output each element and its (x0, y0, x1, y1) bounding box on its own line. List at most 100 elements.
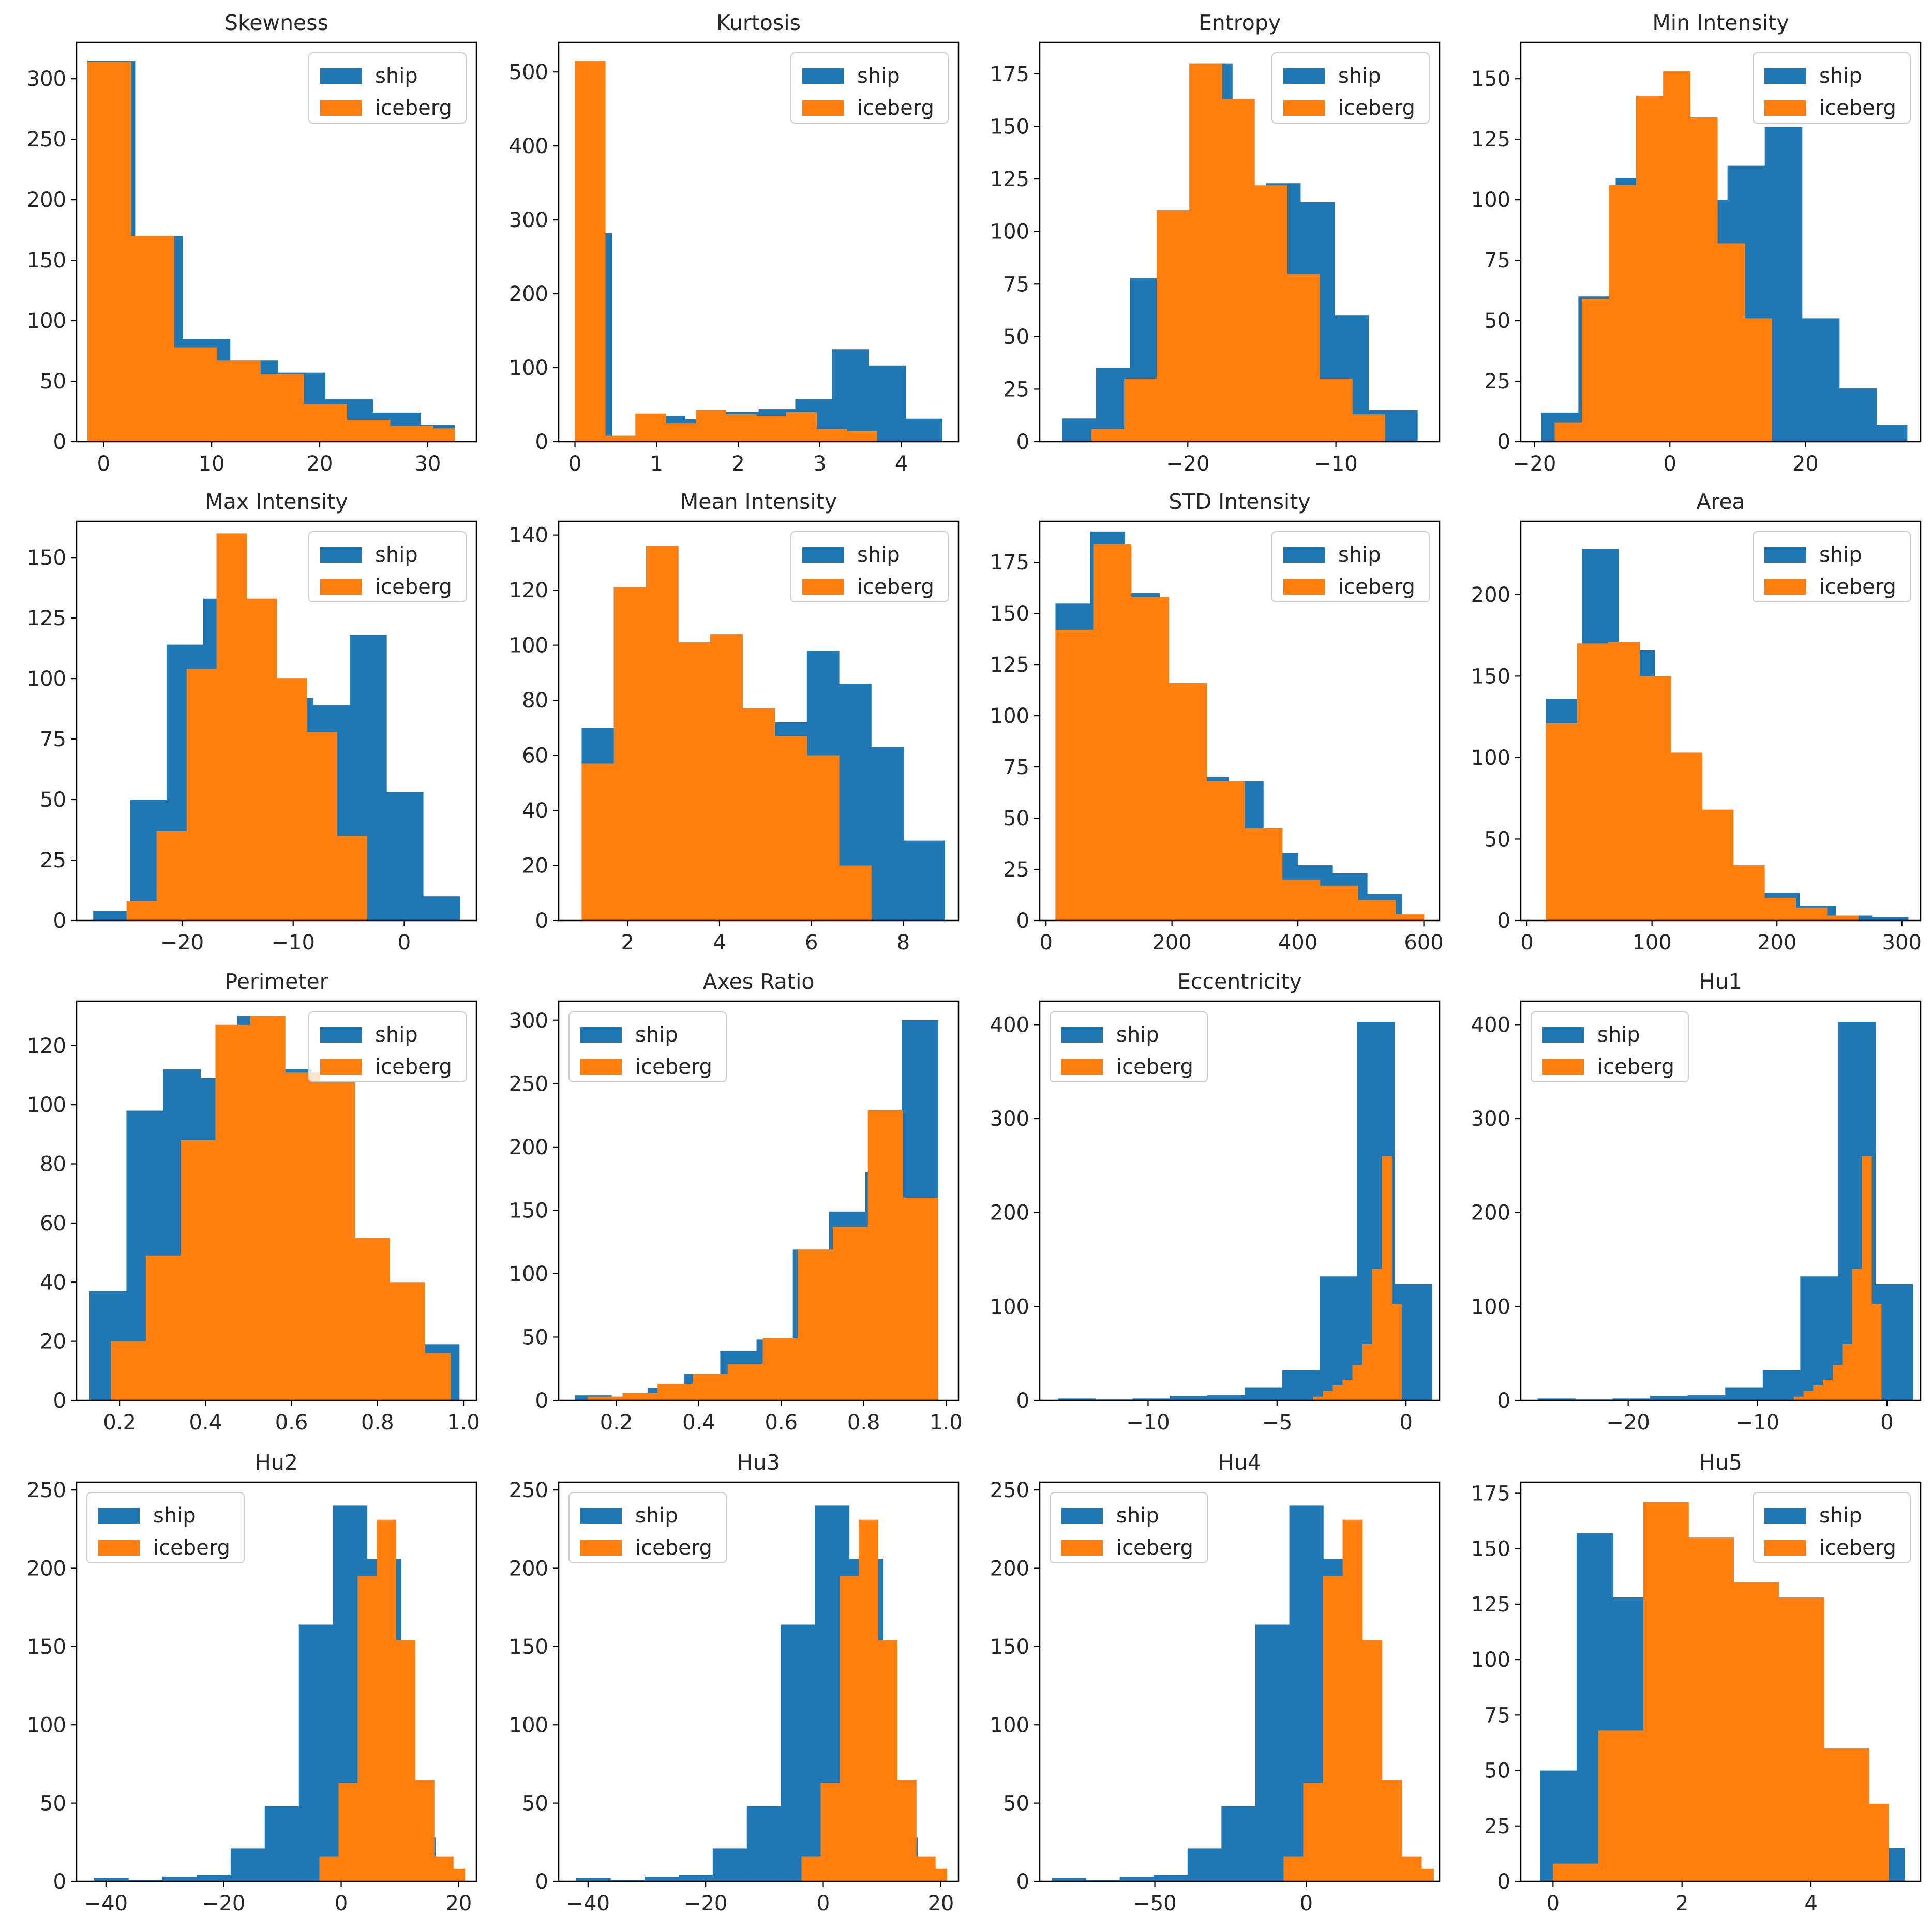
iceberg-bar (1287, 273, 1320, 442)
iceberg-bar (786, 412, 817, 442)
ship-bar (1052, 1878, 1086, 1881)
iceberg-bar (1581, 298, 1609, 442)
y-tick-label: 400 (509, 134, 548, 158)
ship-bar (1540, 1770, 1577, 1881)
iceberg-bar (605, 435, 636, 442)
iceberg-bar (1303, 1783, 1324, 1881)
y-tick-label: 50 (1003, 325, 1029, 349)
iceberg-bar (1282, 879, 1321, 921)
legend-label-ship: ship (635, 1023, 678, 1047)
ship-bar (1876, 425, 1908, 442)
legend-swatch-ship (1542, 1027, 1584, 1043)
y-tick-label: 50 (1484, 1759, 1510, 1783)
ship-bar (1871, 917, 1909, 921)
iceberg-bar (710, 634, 743, 921)
legend-swatch-ship (1764, 1508, 1806, 1524)
x-tick-label: −10 (1736, 1411, 1779, 1435)
y-tick-label: 200 (1471, 1201, 1510, 1225)
chart-title: Entropy (1199, 10, 1281, 35)
axes-frame (1039, 41, 1441, 443)
x-tick-label: 0.4 (682, 1411, 715, 1435)
axes-frame (76, 41, 477, 443)
ship-bar (1119, 1876, 1154, 1881)
iceberg-bar (1869, 1803, 1889, 1881)
y-tick-label: 80 (40, 1153, 66, 1177)
y-tick-label: 25 (1484, 1815, 1510, 1838)
ship-bar (1086, 1879, 1120, 1881)
x-tick-label: 4 (1804, 1892, 1817, 1916)
ship-bar (678, 1875, 713, 1881)
x-tick-label: 0.6 (765, 1411, 798, 1435)
iceberg-bar (434, 1856, 454, 1881)
x-tick-label: 0 (97, 452, 110, 476)
iceberg-bar (126, 901, 157, 921)
x-tick-label: −40 (84, 1892, 128, 1916)
y-tick-label: 50 (1003, 807, 1029, 831)
chart-title: Perimeter (224, 969, 328, 994)
y-tick-label: 25 (1484, 370, 1510, 394)
y-tick-label: 50 (1484, 309, 1510, 333)
iceberg-bar (1554, 422, 1582, 442)
y-tick-label: 150 (27, 1635, 66, 1659)
iceberg-bar (613, 587, 647, 921)
legend-label-iceberg: iceberg (1819, 96, 1896, 120)
chart-eccentricity: Eccentricity 0 100 200 300 400 −10 −5 0 ship icebe… (990, 969, 1441, 1435)
iceberg-bar (903, 1197, 938, 1400)
iceberg-bar (1842, 1344, 1853, 1400)
chart-title: Hu1 (1699, 969, 1742, 994)
legend-swatch-ship (320, 68, 362, 84)
iceberg-bar (354, 1238, 390, 1400)
legend-swatch-ship (802, 547, 844, 563)
legend-swatch-ship (1283, 68, 1325, 84)
ship-bar (94, 1878, 129, 1881)
legend-label-ship: ship (1597, 1023, 1640, 1047)
legend-swatch-ship (802, 68, 844, 84)
iceberg-bar (319, 1856, 339, 1881)
x-tick-label: 400 (1278, 931, 1317, 955)
bars-group (87, 61, 455, 442)
iceberg-bar (838, 865, 872, 921)
y-tick-label: 50 (1003, 1792, 1029, 1816)
iceberg-bar (798, 1249, 833, 1400)
legend-swatch-iceberg (1061, 1059, 1103, 1075)
y-tick-label: 300 (990, 1107, 1029, 1131)
iceberg-bar (111, 1341, 146, 1400)
iceberg-bar (846, 431, 877, 442)
iceberg-bar (1283, 1856, 1304, 1881)
ship-bar (1612, 1398, 1651, 1400)
iceberg-bar (897, 1780, 917, 1881)
legend-swatch-iceberg (320, 100, 362, 116)
y-tick-label: 75 (1003, 756, 1029, 779)
axes-frame (1520, 41, 1922, 443)
legend-swatch-iceberg (802, 100, 844, 116)
iceberg-bar (1382, 1780, 1402, 1881)
x-tick-label: 2 (731, 452, 744, 476)
chart-title: Skewness (224, 10, 328, 35)
y-tick-label: 250 (509, 1479, 548, 1502)
x-tick-label: −50 (1133, 1892, 1176, 1916)
y-tick-label: 50 (1484, 827, 1510, 851)
x-tick-label: 2 (621, 931, 634, 955)
iceberg-bar (1733, 865, 1765, 921)
iceberg-bar (306, 732, 337, 921)
iceberg-bar (878, 1640, 897, 1881)
legend-label-iceberg: iceberg (375, 96, 452, 120)
y-tick-label: 100 (1471, 1295, 1510, 1319)
chart-title: Kurtosis (716, 10, 801, 35)
y-tick-label: 60 (522, 744, 548, 768)
axes-frame (1039, 520, 1441, 922)
y-tick-label: 100 (990, 1713, 1029, 1737)
legend-label-ship: ship (1338, 543, 1381, 567)
y-tick-label: 400 (990, 1013, 1029, 1037)
y-tick-label: 75 (1003, 273, 1029, 296)
iceberg-bar (1091, 429, 1125, 442)
iceberg-bar (174, 347, 218, 442)
y-tick-label: 100 (509, 634, 548, 658)
y-tick-label: 300 (1471, 1107, 1510, 1131)
chart-area: Area 0 50 100 150 200 0 100 200 300 ship iceberg (1471, 489, 1922, 955)
legend-label-iceberg: iceberg (375, 1055, 452, 1079)
legend-label-ship: ship (375, 1023, 418, 1047)
iceberg-bar (285, 1072, 321, 1400)
iceberg-bar (575, 61, 606, 442)
x-tick-label: 0 (1300, 1892, 1313, 1916)
